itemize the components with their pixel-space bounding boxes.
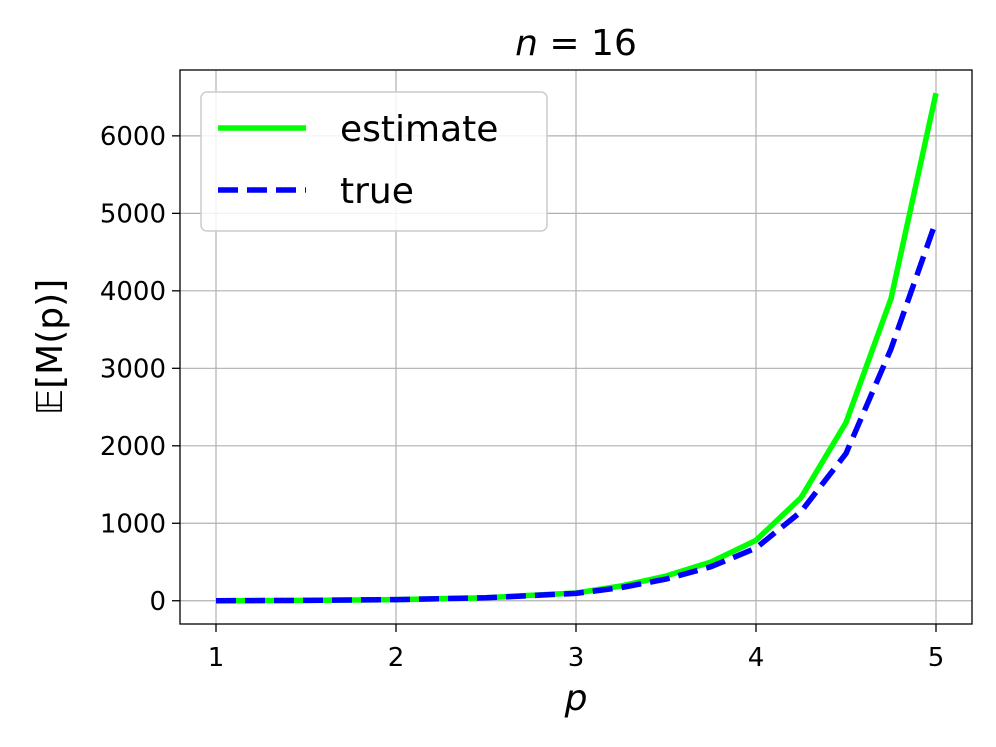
y-ticks: 0 1000 2000 3000 4000 5000 6000 <box>100 122 180 617</box>
series-line-true <box>215 220 939 604</box>
y-tick-label: 0 <box>149 587 166 617</box>
x-tick-label: 2 <box>388 643 405 673</box>
x-axis-label: p <box>564 678 588 719</box>
legend: estimate true <box>200 91 548 232</box>
y-tick-label: 3000 <box>100 354 166 384</box>
y-axis-label: 𝔼[M(p)] <box>30 279 71 415</box>
y-tick-label: 4000 <box>100 277 166 307</box>
series-layer <box>215 92 939 604</box>
y-tick-label: 2000 <box>100 432 166 462</box>
x-tick-label: 3 <box>568 643 585 673</box>
x-ticks: 1 2 3 4 5 <box>208 624 945 673</box>
x-tick-label: 1 <box>208 643 225 673</box>
y-tick-label: 6000 <box>100 122 166 152</box>
legend-label-true: true <box>340 171 414 212</box>
y-tick-label: 1000 <box>100 509 166 539</box>
chart-title: n = 16 <box>515 23 637 64</box>
x-tick-label: 5 <box>928 643 945 673</box>
y-tick-label: 5000 <box>100 199 166 229</box>
x-tick-label: 4 <box>748 643 765 673</box>
legend-label-estimate: estimate <box>340 109 498 150</box>
